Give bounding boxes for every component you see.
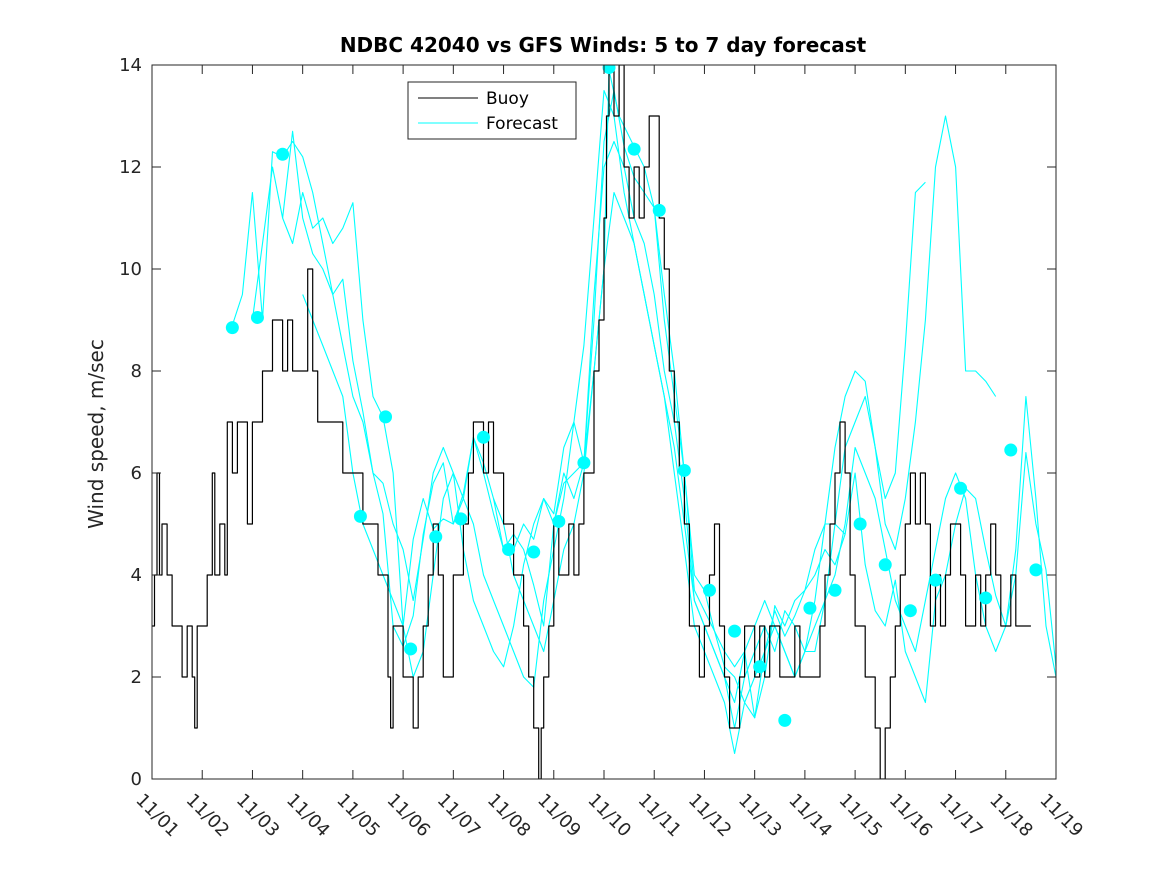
forecast-marker bbox=[928, 573, 942, 587]
y-tick-label: 14 bbox=[119, 55, 142, 76]
forecast-marker bbox=[979, 591, 993, 605]
legend-box bbox=[407, 81, 577, 140]
x-tick-label: 11/01 bbox=[131, 790, 183, 842]
forecast-marker bbox=[753, 660, 767, 674]
forecast-marker bbox=[778, 713, 792, 727]
x-tick-label: 11/11 bbox=[634, 790, 686, 842]
forecast-marker bbox=[903, 604, 917, 618]
x-tick-label: 11/16 bbox=[885, 790, 937, 842]
forecast-marker bbox=[627, 142, 641, 156]
forecast-marker bbox=[577, 456, 591, 470]
y-tick-label: 6 bbox=[131, 463, 142, 484]
x-tick-label: 11/05 bbox=[332, 790, 384, 842]
series-line-forecast-1 bbox=[231, 69, 846, 719]
forecast-marker bbox=[250, 310, 264, 324]
series-line-buoy bbox=[152, 65, 1031, 779]
x-tick-label: 11/10 bbox=[583, 790, 635, 842]
forecast-marker bbox=[552, 514, 566, 528]
forecast-marker bbox=[853, 517, 867, 531]
x-tick-label: 11/19 bbox=[1035, 790, 1087, 842]
forecast-marker bbox=[828, 583, 842, 597]
forecast-marker bbox=[476, 430, 490, 444]
forecast-marker bbox=[225, 321, 239, 335]
legend-forecast-label: Forecast bbox=[486, 114, 558, 134]
x-tick-label: 11/07 bbox=[433, 790, 485, 842]
y-axis-label: Wind speed, m/sec bbox=[84, 339, 108, 529]
series-line-forecast-3 bbox=[282, 130, 926, 729]
y-tick-label: 12 bbox=[119, 157, 142, 178]
x-tick-label: 11/09 bbox=[533, 790, 585, 842]
forecast-marker bbox=[702, 583, 716, 597]
x-tick-label: 11/08 bbox=[483, 790, 535, 842]
x-tick-label: 11/17 bbox=[935, 790, 987, 842]
x-tick-label: 11/03 bbox=[232, 790, 284, 842]
forecast-marker bbox=[1004, 443, 1018, 457]
forecast-marker bbox=[878, 558, 892, 572]
x-tick-label: 11/02 bbox=[182, 790, 234, 842]
chart-title: NDBC 42040 vs GFS Winds: 5 to 7 day fore… bbox=[340, 33, 867, 57]
forecast-marker bbox=[404, 642, 418, 656]
forecast-marker bbox=[1029, 563, 1043, 577]
legend-buoy-label: Buoy bbox=[486, 89, 529, 109]
forecast-marker bbox=[429, 530, 443, 544]
forecast-marker bbox=[652, 203, 666, 217]
forecast-marker bbox=[803, 601, 817, 615]
forecast-marker bbox=[527, 545, 541, 559]
forecast-marker bbox=[677, 463, 691, 477]
series-line-forecast-4 bbox=[302, 89, 997, 755]
y-tick-label: 10 bbox=[119, 259, 142, 280]
x-tick-label: 11/15 bbox=[835, 790, 887, 842]
x-tick-label: 11/12 bbox=[684, 790, 736, 842]
x-tick-label: 11/13 bbox=[734, 790, 786, 842]
y-tick-label: 2 bbox=[131, 667, 142, 688]
plot-area bbox=[152, 65, 1056, 779]
legend: Buoy Forecast bbox=[407, 81, 577, 140]
x-tick-label: 11/04 bbox=[282, 790, 334, 842]
y-tick-label: 8 bbox=[131, 361, 142, 382]
x-tick-label: 11/18 bbox=[985, 790, 1037, 842]
forecast-marker bbox=[379, 410, 393, 424]
forecast-marker bbox=[502, 543, 516, 556]
forecast-marker bbox=[954, 481, 968, 495]
forecast-marker bbox=[602, 65, 616, 75]
forecast-marker bbox=[276, 147, 290, 161]
forecast-marker bbox=[454, 512, 468, 526]
y-tick-label: 4 bbox=[131, 565, 142, 586]
forecast-marker bbox=[353, 509, 367, 523]
forecast-marker bbox=[728, 624, 742, 638]
x-tick-label: 11/06 bbox=[383, 790, 435, 842]
x-tick-label: 11/14 bbox=[784, 790, 836, 842]
y-tick-label: 0 bbox=[131, 769, 142, 790]
